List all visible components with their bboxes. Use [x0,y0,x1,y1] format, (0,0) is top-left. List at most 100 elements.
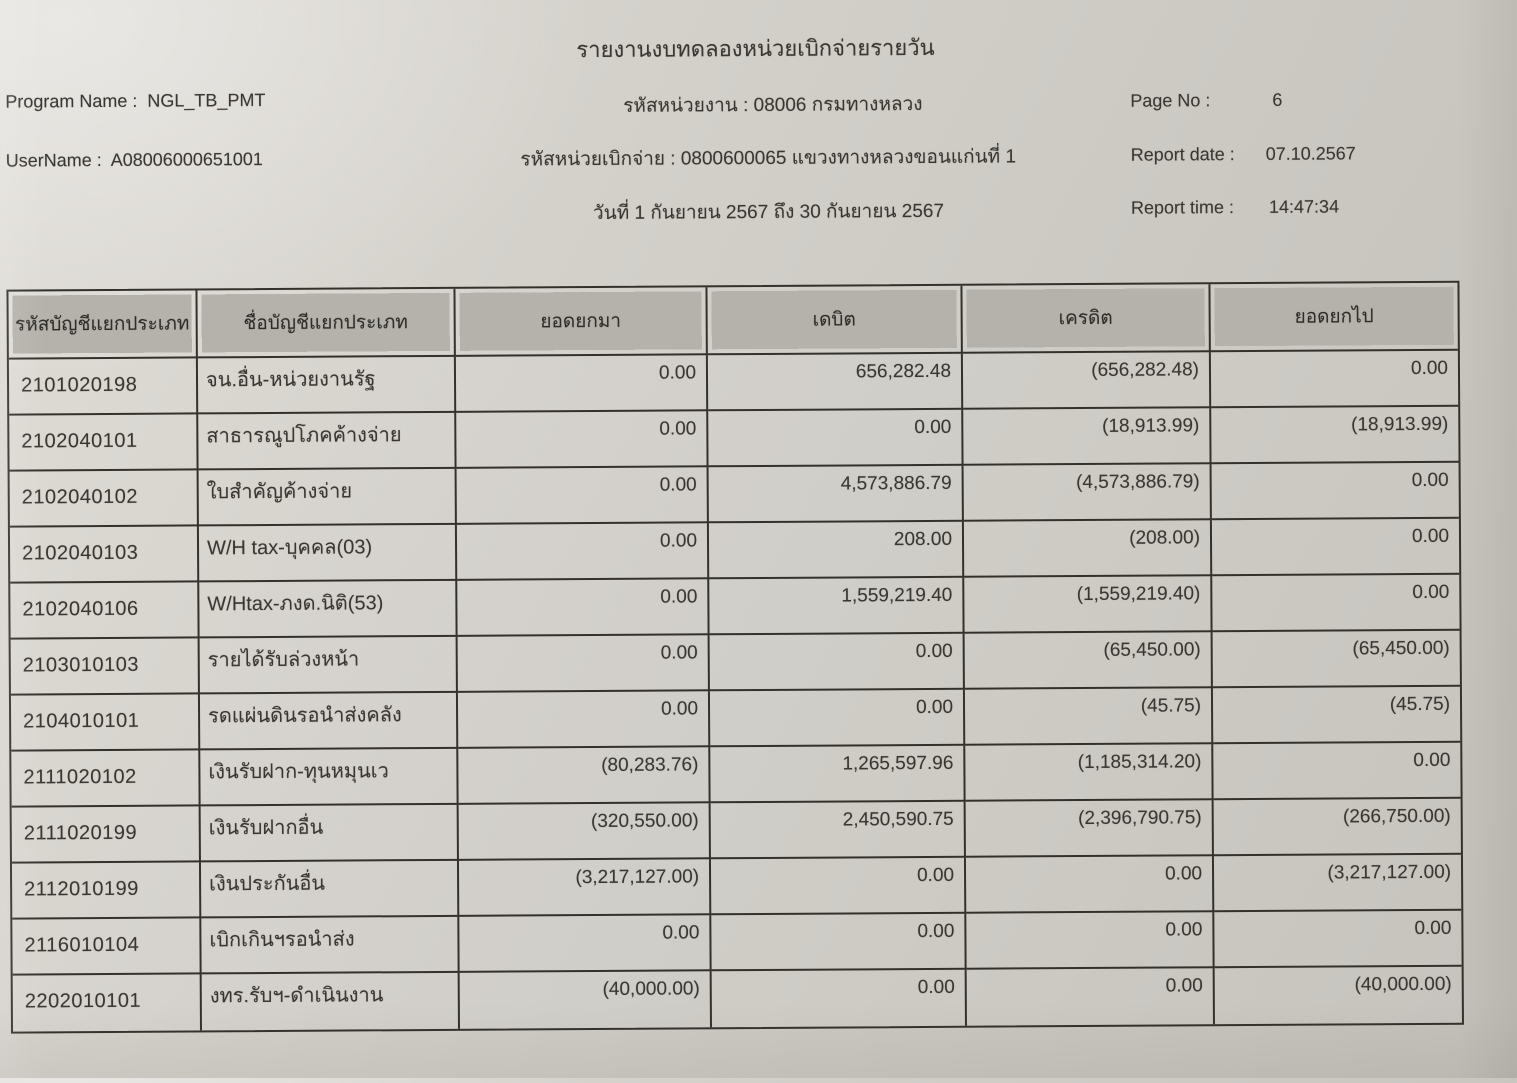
cell-code: 2102040103 [9,526,200,584]
cell-carriedForward: 0.00 [1211,462,1459,521]
column-header-account-name: ชื่อบัญชีแยกประเภท [197,288,456,359]
cell-carriedForward: (45.75) [1212,686,1461,745]
table-header-row: รหัสบัญชีแยกประเภท ชื่อบัญชีแยกประเภท ยอ… [8,282,1458,360]
cell-credit: (45.75) [964,688,1214,746]
cell-carriedForward: 0.00 [1211,518,1460,577]
cell-credit: (2,396,790.75) [965,800,1214,858]
table-row: 2102040102 ใบสำคัญค้างจ่าย 0.00 4,573,886.7… [9,462,1459,528]
cell-code: 2111020102 [11,750,201,808]
cell-broughtForward: 0.00 [457,691,711,749]
cell-name: W/H tax-บุคคล(03) [198,524,458,583]
cell-debit: 0.00 [709,689,966,748]
cell-code: 2102040106 [10,582,200,640]
cell-broughtForward: 0.00 [459,915,712,973]
cell-code: 2111020199 [11,806,201,864]
cell-name: งทร.รับฯ-ดำเนินงาน [201,972,460,1031]
cell-credit: 0.00 [966,968,1215,1026]
report-date-value: 07.10.2567 [1265,143,1356,164]
cell-credit: (656,282.48) [962,352,1212,410]
column-header-account-code: รหัสบัญชีแยกประเภท [8,290,198,360]
cell-debit: 4,573,886.79 [708,465,964,524]
table-row: 2111020199 เงินรับฝากอื่น (320,550.00) 2,45… [11,798,1461,864]
report-time-label: Report time : [1130,197,1235,218]
cell-credit: (18,913.99) [963,408,1212,466]
table-row: 2102040103 W/H tax-บุคคล(03) 0.00 208.00 (20… [9,518,1460,584]
cell-broughtForward: 0.00 [455,355,709,413]
cell-name: จน.อื่น-หน่วยงานรัฐ [197,356,457,415]
cell-broughtForward: (40,000.00) [459,971,712,1029]
cell-debit: 0.00 [711,969,967,1028]
cell-name: ใบสำคัญค้างจ่าย [198,468,457,527]
cell-name: เงินรับฝากอื่น [200,804,459,863]
cell-carriedForward: (3,217,127.00) [1213,854,1462,913]
cell-carriedForward: 0.00 [1214,910,1462,969]
cell-carriedForward: (40,000.00) [1354,973,1452,996]
cell-name: เงินรับฝาก-ทุนหมุนเว [200,748,459,807]
report-title: รายงานงบทดลองหน่วยเบิกจ่ายรายวัน [576,34,935,63]
column-header-credit: เครดิต [962,284,1211,354]
cell-code: 2202010101 [12,974,202,1032]
cell-name: W/Htax-ภงด.นิติ(53) [199,580,458,639]
table-row: 2116010104 เบิกเกินฯรอนำส่ง 0.00 0.00 0.00 0.… [12,910,1462,976]
table-row: 2111020102 เงินรับฝาก-ทุนหมุนเว (80,283.76… [11,742,1461,808]
cell-code: 2102040102 [9,470,199,528]
table-body: 2101020198 จน.อื่น-หน่วยงานรัฐ 0.00 656,282… [8,350,1462,1032]
cell-credit: (1,559,219.40) [964,576,1213,634]
report-time-value: 14:47:34 [1268,196,1340,217]
cell-broughtForward: (80,283.76) [458,747,711,805]
report-date-label: Report date : [1130,144,1235,165]
cell-broughtForward: (3,217,127.00) [458,859,712,917]
cell-debit: 1,265,597.96 [710,745,966,804]
cell-code: 2102040101 [9,414,199,472]
cell-code: 2112010199 [11,862,202,920]
cell-carriedForward: 0.00 [1210,350,1459,409]
cell-carriedForward: 0.00 [1213,742,1461,801]
cell-broughtForward: 0.00 [457,635,710,693]
cell-credit: 0.00 [966,912,1215,970]
table-row: 2102040101 สาธารณูปโภคค้างจ่าย 0.00 0.00 (18… [9,406,1459,472]
cell-name: รดแผ่นดินรอนำส่งคลัง [199,692,459,751]
cell-name: สาธารณูปโภคค้างจ่าย [198,412,457,471]
cell-carriedForward: (18,913.99) [1211,406,1459,465]
cell-broughtForward: 0.00 [456,411,709,469]
cell-credit: (65,450.00) [964,632,1213,690]
column-header-carried-forward: ยอดยกไป [1210,282,1458,353]
cell-debit: 0.00 [711,913,967,972]
page-no-label: Page No : [1130,90,1211,111]
cell-debit: 656,282.48 [707,353,964,412]
cell-broughtForward: 0.00 [456,467,709,525]
cell-credit: (208.00) [963,520,1213,578]
cell-carriedForward: (266,750.00) [1213,798,1461,857]
cell-code: 2116010104 [12,918,202,976]
table-row: 2104010101 รดแผ่นดินรอนำส่งคลัง 0.00 0.00 (4… [10,686,1461,752]
cell-credit: (4,573,886.79) [963,464,1212,522]
column-header-debit: เดบิต [707,285,963,356]
cell-code: 2101020198 [8,358,199,416]
page-no-value: 6 [1272,89,1283,110]
cell-debit: 2,450,590.75 [710,801,966,860]
cell-debit: 0.00 [709,633,965,692]
cell-debit: 208.00 [708,521,965,580]
cell-debit: 1,559,219.40 [709,577,965,636]
table-row: 2202010101 งทร.รับฯ-ดำเนินงาน (40,000.00) 0… [12,967,1462,1032]
table-row: 2112010199 เงินประกันอื่น (3,217,127.00) 0.… [11,854,1462,920]
cell-credit: (1,185,314.20) [965,744,1214,802]
cell-carriedForward: (65,450.00) [1212,630,1460,689]
cell-name: รายได้รับล่วงหน้า [199,636,458,695]
trial-balance-table: รหัสบัญชีแยกประเภท ชื่อบัญชีแยกประเภท ยอ… [6,280,1464,1034]
cell-debit: 0.00 [710,857,967,916]
cell-debit: 0.00 [708,409,964,468]
table-row: 2103010103 รายได้รับล่วงหน้า 0.00 0.00 (65,4… [10,630,1460,696]
cell-broughtForward: (320,550.00) [458,803,711,861]
cell-code: 2104010101 [10,694,201,752]
cell-broughtForward: 0.00 [457,579,710,637]
column-header-brought-forward: ยอดยกมา [455,287,708,357]
cell-credit: 0.00 [965,856,1215,914]
table-row: 2102040106 W/Htax-ภงด.นิติ(53) 0.00 1,559,2… [10,574,1460,640]
table-row: 2101020198 จน.อื่น-หน่วยงานรัฐ 0.00 656,282… [8,350,1459,416]
cell-name: เบิกเกินฯรอนำส่ง [201,916,460,975]
cell-code: 2103010103 [10,638,200,696]
cell-broughtForward: 0.00 [456,523,710,581]
cell-name: เงินประกันอื่น [200,860,460,919]
